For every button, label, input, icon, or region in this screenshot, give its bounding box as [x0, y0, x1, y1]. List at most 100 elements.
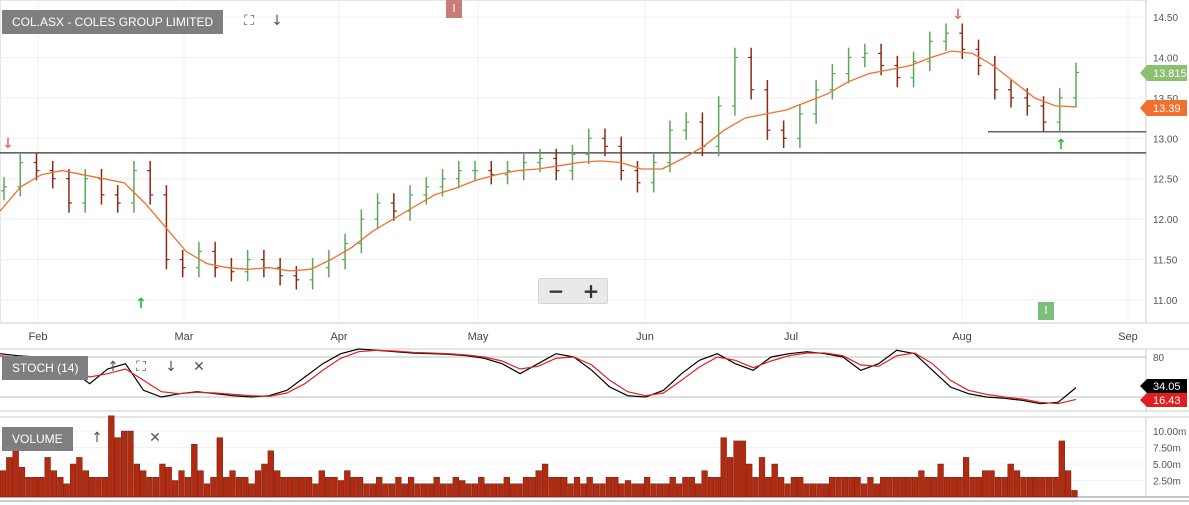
volume-bar — [950, 477, 957, 498]
volume-bar — [274, 470, 281, 498]
volume-bar — [899, 477, 906, 498]
last-price-tag-bg — [1140, 65, 1187, 81]
month-tick-label: Aug — [952, 331, 972, 343]
volume-bar — [880, 477, 887, 498]
volume-bar — [446, 483, 453, 498]
volume-bar — [612, 477, 619, 498]
zoom-controls: − + — [538, 278, 608, 304]
zoom-in-button[interactable]: + — [582, 279, 600, 303]
arrow-up-icon[interactable]: ↑ — [107, 359, 119, 375]
volume-bar — [140, 470, 147, 498]
month-tick-label: Feb — [29, 331, 48, 343]
price-tick-label: 11.50 — [1153, 256, 1178, 267]
volume-bar — [376, 477, 383, 498]
volume-bar — [522, 477, 530, 498]
volume-bar — [420, 483, 428, 498]
volume-bar — [50, 470, 58, 498]
volume-bar — [637, 483, 644, 498]
volume-bar — [408, 477, 415, 498]
last-price-tag-text: 13.815 — [1153, 68, 1187, 80]
volume-bar — [127, 430, 134, 498]
price-tick-label: 11.00 — [1153, 296, 1178, 307]
price-tick-label: 13.50 — [1153, 94, 1178, 105]
volume-bar — [1071, 490, 1078, 498]
volume-bar — [178, 470, 185, 498]
volume-bar — [797, 477, 804, 498]
volume-bar — [484, 483, 491, 498]
volume-tick-label: 7.50m — [1153, 444, 1181, 455]
volume-bar — [720, 437, 727, 498]
volume-bar — [171, 480, 179, 498]
volume-bar — [656, 483, 664, 498]
arrow-down-icon[interactable]: ↓ — [271, 13, 283, 29]
month-tick-label: Jul — [784, 331, 798, 343]
volume-bar — [1007, 463, 1014, 498]
volume-bar — [669, 477, 676, 498]
volume-bar — [682, 477, 689, 498]
ma-price-tag-text: 13.39 — [1153, 103, 1181, 115]
zoom-out-button[interactable]: − — [547, 279, 565, 303]
sell-arrow-icon: ↓ — [2, 136, 14, 152]
volume-bar — [1001, 477, 1008, 498]
expand-icon[interactable]: ⛶ — [136, 359, 146, 375]
stoch-d-tag-text: 16.43 — [1153, 395, 1181, 407]
close-icon[interactable]: ✕ — [193, 359, 205, 375]
volume-bar — [561, 477, 568, 498]
sell-arrow-icon: ↓ — [952, 7, 964, 23]
volume-bar — [580, 483, 587, 498]
price-tick-label: 14.00 — [1153, 53, 1178, 64]
volume-bar — [727, 457, 734, 498]
volume-bar — [746, 463, 753, 498]
volume-bar — [465, 483, 472, 498]
arrow-down-icon[interactable]: ↓ — [165, 359, 177, 375]
volume-bar — [701, 470, 708, 498]
volume-bar — [752, 477, 759, 498]
volume-bar — [318, 470, 325, 498]
volume-bar — [924, 477, 931, 498]
volume-bar — [165, 467, 172, 498]
expand-icon[interactable]: ⛶ — [122, 430, 132, 446]
volume-bar — [675, 483, 683, 498]
volume-bar — [510, 483, 517, 498]
volume-bar — [554, 477, 561, 498]
volume-bar — [299, 477, 306, 498]
volume-bar — [101, 477, 109, 498]
expand-icon[interactable]: ⛶ — [244, 13, 254, 29]
arrow-up-icon[interactable]: ↑ — [91, 430, 103, 446]
volume-bar — [203, 483, 211, 498]
stoch-k-tag: 34.05 — [1140, 379, 1187, 393]
stoch-label: STOCH (14) — [2, 356, 89, 380]
stoch-k-tag-text: 34.05 — [1153, 381, 1181, 393]
buy-arrow-icon: ↑ — [1055, 137, 1067, 153]
volume-bar — [95, 477, 102, 498]
volume-bar — [18, 467, 26, 498]
symbol-label: COL.ASX - COLES GROUP LIMITED — [2, 10, 224, 34]
moving-average-line — [0, 50, 1077, 272]
volume-bar — [229, 470, 236, 498]
volume-bar — [975, 477, 982, 498]
volume-bar — [503, 477, 510, 498]
volume-bar — [758, 457, 766, 498]
volume-bar — [1033, 477, 1040, 498]
volume-bar — [254, 470, 262, 498]
volume-bar — [197, 470, 204, 498]
volume-bar — [280, 477, 287, 498]
volume-bar — [357, 477, 364, 498]
info-marker-top[interactable]: I — [446, 0, 462, 18]
stoch-d-line — [0, 349, 1077, 405]
close-icon[interactable]: ✕ — [149, 430, 161, 446]
volume-bar — [1064, 470, 1072, 498]
volume-bar — [82, 470, 89, 498]
volume-bar — [388, 483, 396, 498]
volume-bar — [439, 483, 447, 498]
volume-bar — [931, 477, 938, 498]
volume-bar — [790, 477, 798, 498]
volume-bar — [739, 440, 746, 498]
last-price-tag: 13.815 — [1140, 65, 1187, 81]
volume-bar — [306, 477, 313, 498]
volume-bar — [369, 483, 377, 498]
volume-bar — [401, 483, 408, 498]
volume-bar — [573, 477, 581, 498]
info-marker-bottom[interactable]: I — [1038, 302, 1054, 320]
